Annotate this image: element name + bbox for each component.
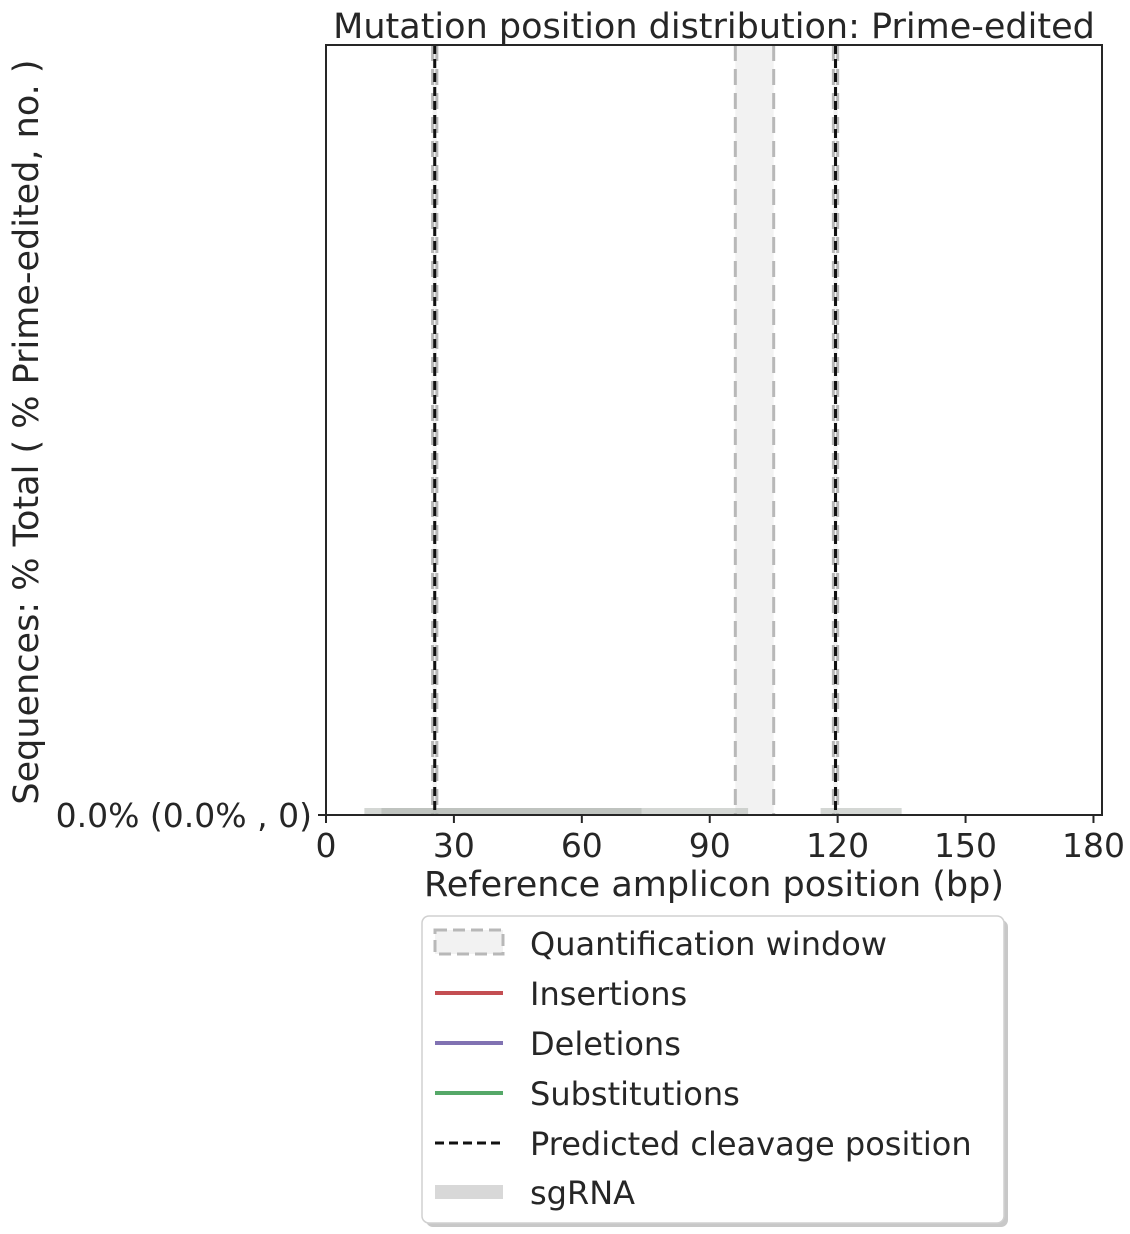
legend-window-swatch	[433, 928, 505, 956]
sgrna-span-3	[820, 808, 902, 815]
x-tick-label-150: 150	[934, 826, 997, 865]
sgrna-span-2	[641, 808, 749, 815]
sgrna-span-1	[381, 808, 642, 815]
x-tick-label-180: 180	[1062, 826, 1125, 865]
legend-deletions-label: Deletions	[530, 1025, 681, 1063]
x-tick-label-30: 30	[433, 826, 475, 865]
x-axis-label: Reference amplicon position (bp)	[424, 865, 1004, 905]
quantification-window-1	[735, 45, 774, 815]
y-tick-label-0: 0.0% (0.0% , 0)	[56, 796, 312, 835]
quantification-windows	[431, 45, 840, 815]
cleavage-lines	[433, 45, 838, 815]
plot-frame	[325, 44, 1103, 816]
x-tick-label-120: 120	[806, 826, 869, 865]
legend-box	[421, 915, 1005, 1224]
legend-cleavage-label: Predicted cleavage position	[530, 1125, 972, 1163]
y-axis-ticks: 0.0% (0.0% , 0)	[56, 796, 326, 835]
x-axis-ticks: 0 30 60 90 120 150 180	[316, 815, 1125, 865]
x-tick-label-60: 60	[561, 826, 603, 865]
legend-sgrna-label: sgRNA	[530, 1174, 635, 1212]
legend-window-label: Quantification window	[530, 925, 887, 963]
chart-title: Mutation position distribution: Prime-ed…	[333, 7, 1095, 47]
x-tick-label-90: 90	[689, 826, 731, 865]
legend-insertions-label: Insertions	[530, 975, 687, 1013]
y-axis-label: Sequences: % Total ( % Prime-edited, no.…	[7, 59, 47, 804]
sgrna-spans	[364, 808, 902, 815]
x-tick-label-0: 0	[316, 826, 337, 865]
legend-substitutions-label: Substitutions	[530, 1075, 740, 1113]
legend: Quantification window Insertions Deletio…	[421, 915, 1008, 1227]
